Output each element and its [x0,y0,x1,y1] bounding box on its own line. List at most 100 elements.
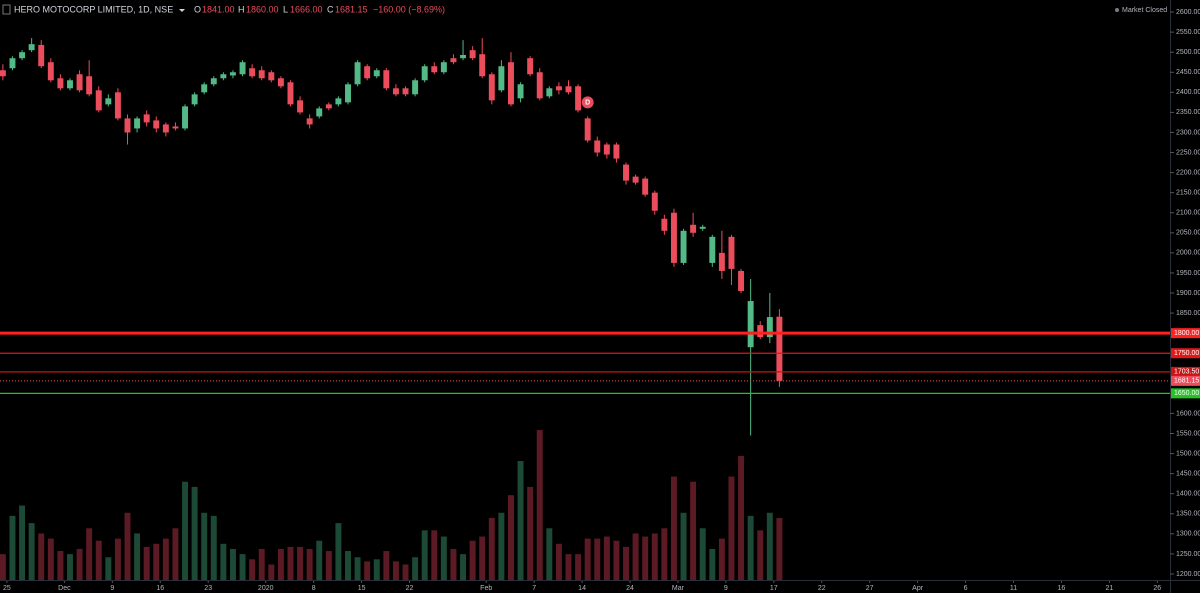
candle-body [498,66,505,91]
candle-body [431,66,438,73]
x-tick-label: 27 [866,585,874,592]
candle-body [632,176,639,183]
volume-bar [277,548,284,580]
y-tick-label: 2050.00 [1176,230,1200,237]
candle-body [114,92,121,119]
open-value: 1841.00 [202,4,235,14]
volume-bar [297,546,304,580]
volume-bar [0,554,6,580]
level-label-box [1171,348,1200,359]
candle-body [728,236,735,269]
y-tick-label: 1450.00 [1176,470,1200,477]
x-tick-label: 6 [964,585,968,592]
volume-bar [460,554,467,580]
volume-bar [421,530,428,580]
volume-bar [114,538,121,580]
x-tick-label: 2020 [258,585,274,592]
candle-body [479,54,486,77]
y-tick-label: 2250.00 [1176,149,1200,156]
candle-body [565,86,572,93]
candle-body [469,50,476,59]
candle-body [38,44,45,67]
x-tick-label: 9 [110,585,114,592]
y-tick-label: 1900.00 [1176,290,1200,297]
candle-body [0,70,6,77]
volume-bar [603,536,610,580]
y-tick-label: 2500.00 [1176,49,1200,56]
dropdown-arrow[interactable] [179,9,185,12]
volume-bar [527,486,534,580]
volume-bar [287,546,294,580]
volume-bar [268,564,275,580]
x-tick-label: 21 [1105,585,1113,592]
volume-bar [651,533,658,580]
y-tick-label: 1250.00 [1176,551,1200,558]
level-label-box [1171,366,1200,377]
volume-bar [335,523,342,580]
candle-body [766,317,773,338]
candle-body [757,325,764,338]
candle-body [57,78,64,89]
x-tick-label: 25 [3,585,11,592]
y-tick-label: 1350.00 [1176,511,1200,518]
volume-bar [392,561,399,580]
collapse-icon[interactable] [2,4,11,15]
candle-body [153,120,160,129]
x-tick-label: 11 [1010,585,1017,592]
candle-body [162,124,169,133]
volume-bar [738,455,745,580]
candle-body [105,98,112,105]
candle-body [373,70,380,77]
candle-body [86,76,93,95]
volume-bar [709,548,716,580]
candle-body [76,74,83,91]
candle-body [402,88,409,95]
y-tick-label: 2300.00 [1176,129,1200,136]
high-value: 1860.00 [246,4,279,14]
volume-bar [373,559,380,580]
close-value: 1681.15 [335,4,368,14]
x-tick-label: 22 [406,585,414,592]
x-tick-label: 8 [312,585,316,592]
event-marker[interactable] [581,96,594,109]
volume-bar [364,561,371,580]
volume-bar [95,540,102,580]
candle-body [392,88,399,95]
volume-bar [575,554,582,580]
volume-bar [776,517,783,580]
volume-bar [623,546,629,580]
volume-bar [469,540,476,580]
candle-body [268,72,275,81]
y-tick-label: 2550.00 [1176,29,1200,36]
volume-bar [47,538,54,580]
symbol[interactable]: HERO MOTOCORP LIMITED, 1D, NSE [14,4,173,14]
candle-body [450,58,457,63]
candle-body [508,62,514,105]
candle-body [613,144,620,159]
candle-body [709,236,716,263]
candle-body [623,164,629,181]
volume-bar [479,536,486,580]
volume-bar [201,512,208,580]
candle-body [661,218,668,231]
candle-body [47,62,54,81]
candle-body [239,62,246,75]
volume-bar [536,430,543,580]
volume-bar [594,538,601,580]
candle-body [229,72,236,76]
candle-body [594,140,601,153]
candle-body [249,68,256,77]
candle-body [718,252,725,271]
candle-body [287,82,294,105]
volume-bar [239,554,246,580]
low-value: 1666.00 [290,4,323,14]
volume-bar [19,505,26,580]
volume-bar [258,548,265,580]
y-tick-label: 2150.00 [1176,190,1200,197]
volume-bar [67,554,73,580]
candle-body [584,118,591,141]
candle-body [747,301,754,348]
y-tick-label: 1300.00 [1176,531,1200,538]
volume-bar [229,548,236,580]
x-tick-label: 16 [1058,585,1066,592]
